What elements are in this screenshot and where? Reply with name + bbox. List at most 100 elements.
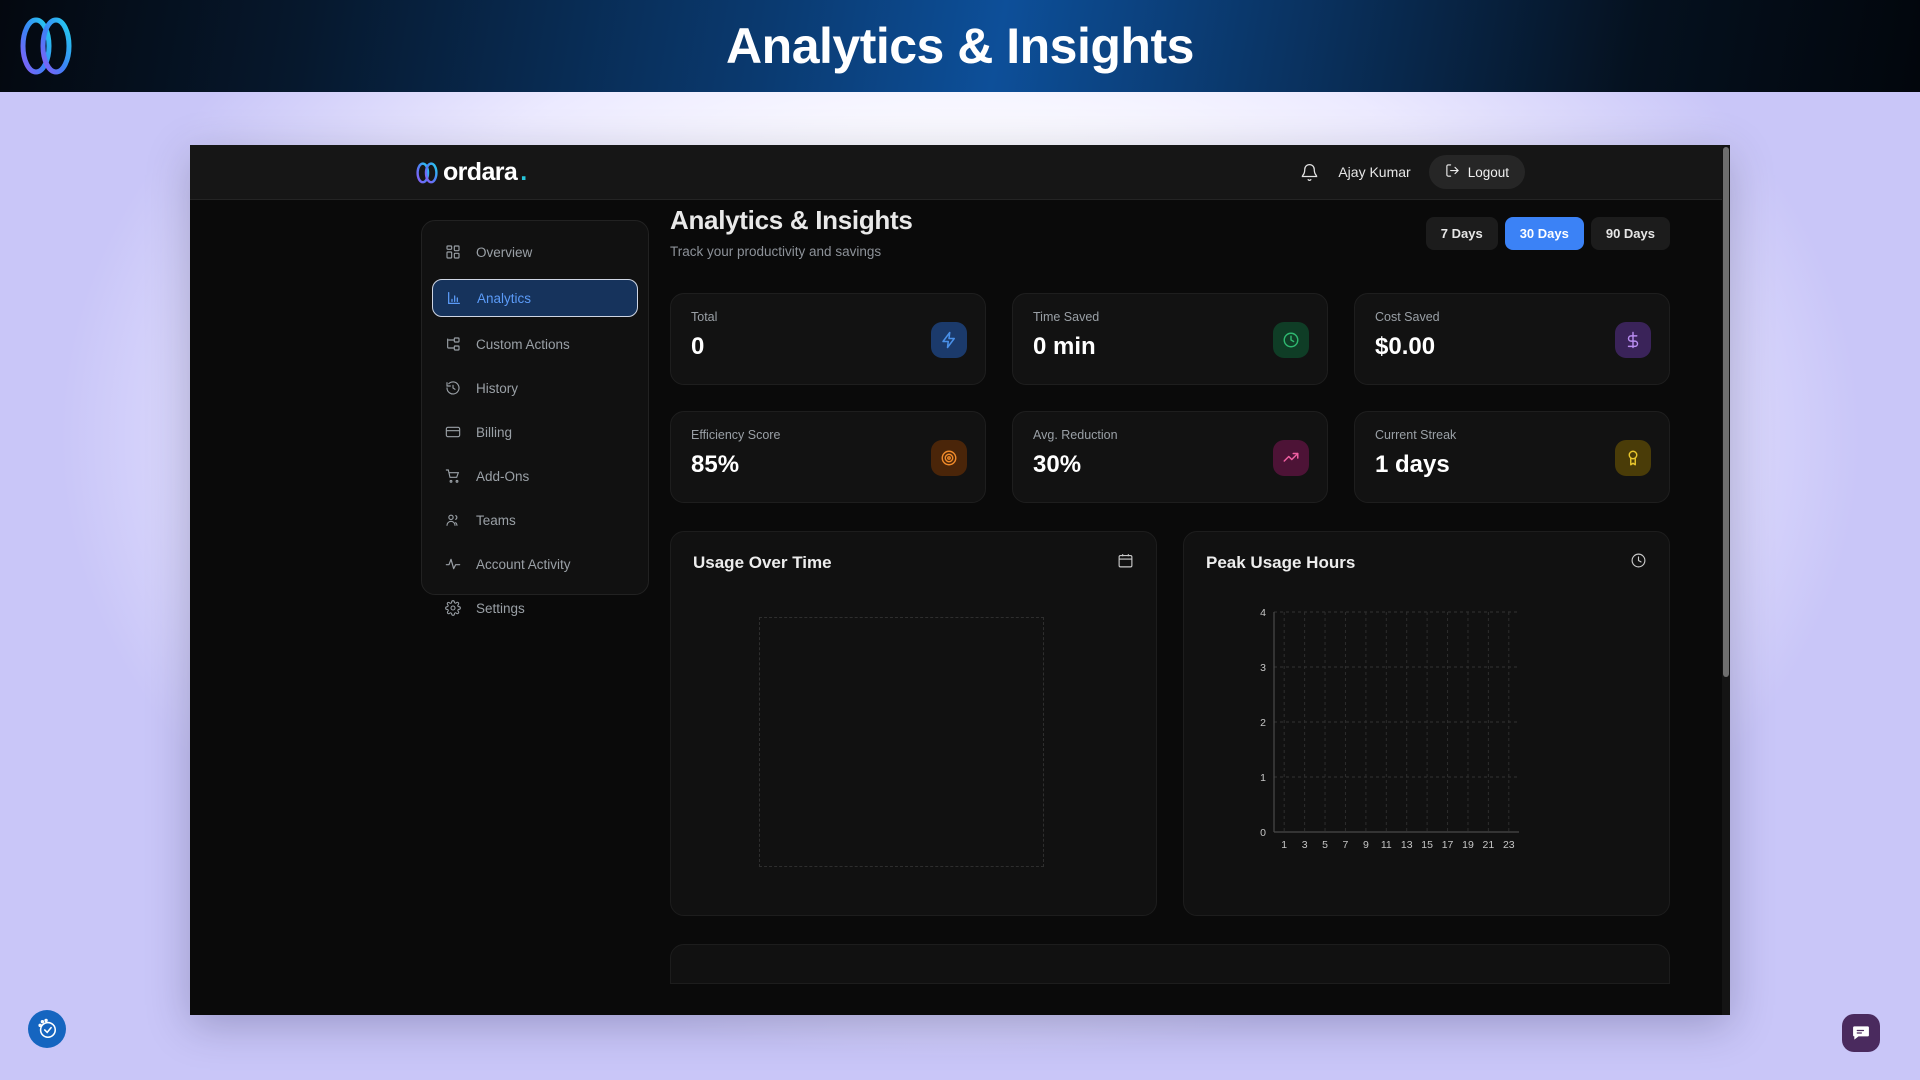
stat-value: $0.00: [1375, 333, 1436, 360]
logout-label: Logout: [1467, 164, 1509, 180]
usage-over-time-plot-area: [759, 617, 1044, 867]
lightning-bolt-icon: [931, 322, 967, 358]
stats-grid: Total 0 Time Saved 0 min Cost Saved $0.0…: [670, 293, 1670, 503]
top-banner: Analytics & Insights: [0, 0, 1920, 92]
svg-text:3: 3: [1302, 839, 1308, 851]
range-button-30-days[interactable]: 30 Days: [1504, 217, 1584, 250]
svg-text:2: 2: [1260, 717, 1266, 729]
stat-label: Avg. Reduction: [1033, 428, 1118, 442]
user-name: Ajay Kumar: [1338, 164, 1411, 180]
sidebar-item-label: Account Activity: [476, 556, 571, 572]
sidebar-item-label: Settings: [476, 600, 525, 616]
sidebar-item-label: Custom Actions: [476, 336, 570, 352]
stat-card-time-saved: Time Saved 0 min: [1012, 293, 1328, 385]
panel-header: Peak Usage Hours: [1206, 552, 1647, 574]
stat-card-total: Total 0: [670, 293, 986, 385]
svg-text:17: 17: [1442, 839, 1454, 851]
page-title: Analytics & Insights: [670, 205, 913, 235]
panel-header: Usage Over Time: [693, 552, 1134, 574]
page-header: Analytics & Insights Track your producti…: [670, 205, 1670, 259]
stat-value: 30%: [1033, 451, 1082, 478]
award-icon: [1615, 440, 1651, 476]
stat-value: 85%: [691, 451, 740, 478]
stat-label: Time Saved: [1033, 310, 1100, 324]
sidebar-item-label: Billing: [476, 424, 513, 440]
stat-card-efficiency-score: Efficiency Score 85%: [670, 411, 986, 503]
stat-card-current-streak: Current Streak 1 days: [1354, 411, 1670, 503]
brand-dot: .: [520, 157, 528, 186]
sidebar-item-label: Add-Ons: [476, 468, 530, 484]
bar-chart-icon: [445, 289, 463, 307]
wordara-w-mark-icon: [414, 159, 440, 185]
sidebar-item-history[interactable]: History: [432, 371, 638, 405]
svg-text:4: 4: [1260, 607, 1266, 619]
banner-title: Analytics & Insights: [726, 18, 1194, 74]
brand-logo[interactable]: ordara .: [414, 158, 527, 187]
svg-text:15: 15: [1421, 839, 1433, 851]
svg-text:1: 1: [1260, 772, 1266, 784]
sidebar-item-label: Teams: [476, 512, 516, 528]
sidebar: Overview Analytics Custom Actions: [421, 220, 649, 616]
header-right-group: Ajay Kumar Logout: [1298, 155, 1525, 189]
main-content: Analytics & Insights Track your producti…: [670, 205, 1670, 984]
page-subtitle: Track your productivity and savings: [670, 244, 882, 259]
svg-text:1: 1: [1281, 839, 1287, 851]
stat-value: 0 min: [1033, 333, 1096, 360]
svg-text:0: 0: [1260, 827, 1266, 839]
credit-card-icon: [444, 423, 462, 441]
svg-text:3: 3: [1260, 662, 1266, 674]
panel-usage-over-time: Usage Over Time: [670, 531, 1157, 916]
logout-button[interactable]: Logout: [1428, 155, 1525, 189]
sidebar-item-label: Analytics: [477, 290, 532, 306]
vertical-scrollbar-track[interactable]: [1722, 145, 1730, 1015]
sidebar-item-billing[interactable]: Billing: [432, 415, 638, 449]
stat-value: 0: [691, 333, 705, 360]
range-button-7-days[interactable]: 7 Days: [1425, 217, 1498, 250]
sidebar-item-analytics[interactable]: Analytics: [432, 279, 638, 317]
bell-icon[interactable]: [1298, 161, 1320, 183]
panel-title: Peak Usage Hours: [1206, 553, 1356, 572]
sidebar-item-account-activity[interactable]: Account Activity: [432, 547, 638, 581]
clock-history-icon: [444, 379, 462, 397]
grid-icon: [444, 243, 462, 261]
svg-text:21: 21: [1483, 839, 1495, 851]
chat-bubble-icon[interactable]: [1842, 1014, 1880, 1052]
clock-icon: [1273, 322, 1309, 358]
stat-label: Efficiency Score: [691, 428, 781, 442]
svg-text:23: 23: [1503, 839, 1515, 851]
sidebar-item-teams[interactable]: Teams: [432, 503, 638, 537]
range-button-90-days[interactable]: 90 Days: [1590, 217, 1670, 250]
sidebar-item-add-ons[interactable]: Add-Ons: [432, 459, 638, 493]
dollar-icon: [1615, 322, 1651, 358]
sidebar-item-label: History: [476, 380, 519, 396]
stat-card-avg-reduction: Avg. Reduction 30%: [1012, 411, 1328, 503]
clock-icon[interactable]: [1630, 552, 1647, 574]
activity-pulse-icon: [444, 555, 462, 573]
sidebar-item-overview[interactable]: Overview: [432, 235, 638, 269]
users-icon: [444, 511, 462, 529]
svg-text:19: 19: [1462, 839, 1474, 851]
trending-up-icon: [1273, 440, 1309, 476]
vertical-scrollbar-thumb[interactable]: [1723, 147, 1729, 677]
svg-text:9: 9: [1363, 839, 1369, 851]
stat-label: Current Streak: [1375, 428, 1457, 442]
logout-arrow-icon: [1445, 163, 1460, 181]
panel-title: Usage Over Time: [693, 553, 832, 572]
svg-text:7: 7: [1343, 839, 1349, 851]
svg-text:13: 13: [1401, 839, 1413, 851]
stat-label: Total: [691, 310, 718, 324]
svg-text:11: 11: [1381, 839, 1392, 851]
brand-text: ordara: [443, 157, 518, 186]
wordara-w-logo-icon: [16, 8, 76, 78]
gear-icon: [444, 599, 462, 617]
hierarchy-icon: [444, 335, 462, 353]
sidebar-item-custom-actions[interactable]: Custom Actions: [432, 327, 638, 361]
stat-value: 1 days: [1375, 451, 1450, 478]
calendar-icon[interactable]: [1117, 552, 1134, 574]
charts-row: Usage Over Time Peak Usage Hours: [670, 531, 1670, 916]
target-icon: [931, 440, 967, 476]
accessibility-check-icon[interactable]: [28, 1010, 66, 1048]
sidebar-item-settings[interactable]: Settings: [432, 591, 638, 625]
